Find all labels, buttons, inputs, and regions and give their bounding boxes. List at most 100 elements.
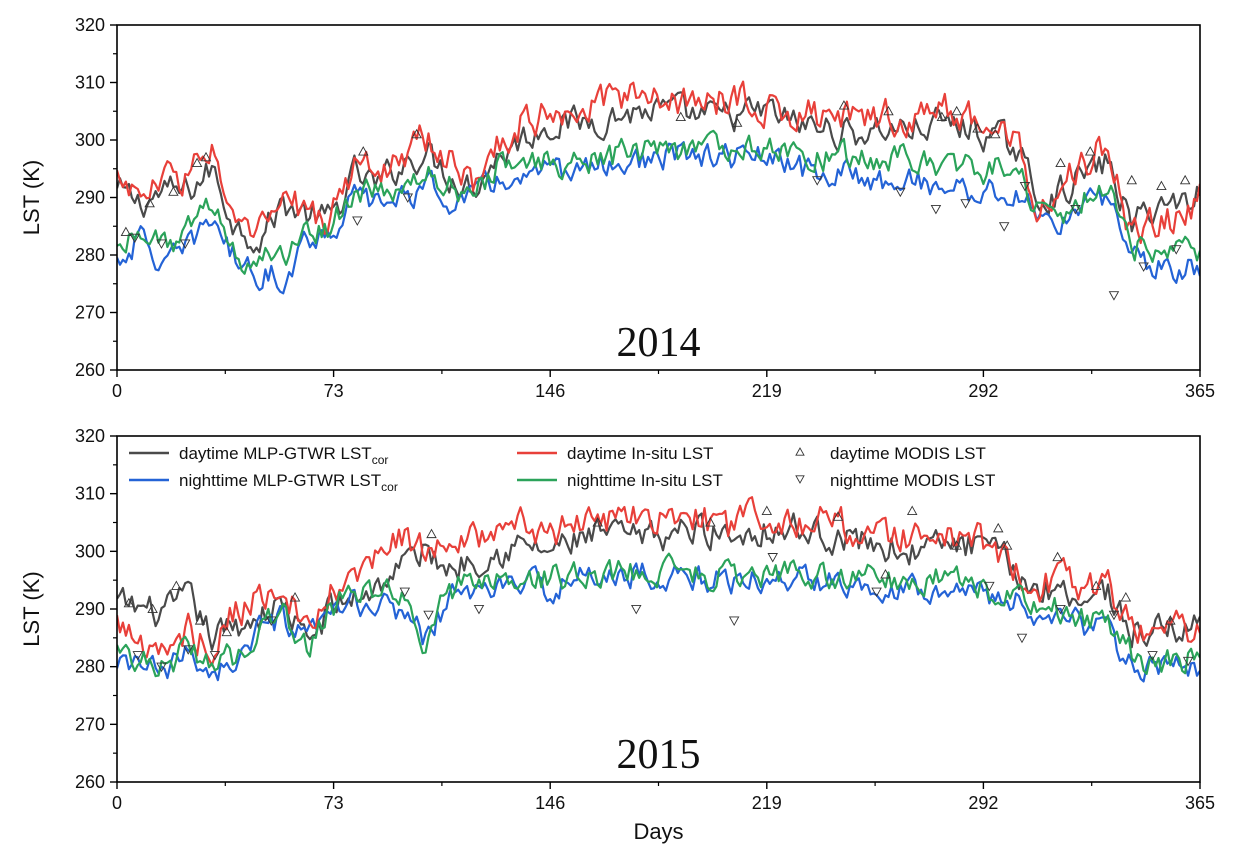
nighttime-modis-marker <box>1055 604 1066 615</box>
y-axis-title: LST (K) <box>19 160 44 235</box>
nighttime-modis-marker <box>132 651 144 661</box>
daytime-modis-marker <box>880 568 891 579</box>
daytime-modis-marker <box>123 597 135 608</box>
legend-label: nighttime MLP-GTWR LSTcor <box>179 471 398 494</box>
daytime-modis-marker <box>1052 551 1063 562</box>
y-tick-label: 290 <box>75 599 105 619</box>
daytime-modis-marker <box>1090 580 1102 590</box>
legend-label: daytime MODIS LST <box>830 444 986 463</box>
x-tick-label: 292 <box>968 793 998 813</box>
x-tick-label: 219 <box>752 381 782 401</box>
daytime-modis-marker <box>1156 180 1167 191</box>
nighttime-modis-marker <box>960 199 971 209</box>
y-axis-title: LST (K) <box>19 571 44 646</box>
daytime-modis-marker <box>358 146 369 156</box>
nighttime-modis-marker <box>129 233 141 244</box>
nighttime-modis-marker <box>1070 204 1081 215</box>
nighttime-modis-marker <box>984 581 995 592</box>
daytime-modis-marker <box>200 151 212 162</box>
daytime-modis-marker <box>1179 174 1191 185</box>
daytime-modis-marker <box>426 528 437 539</box>
daytime-modis-marker <box>990 128 1001 139</box>
nighttime-modis-marker <box>182 645 194 655</box>
nighttime-modis-marker <box>1182 656 1194 667</box>
year-label: 2015 <box>617 732 701 778</box>
daytime-modis-marker <box>972 123 983 133</box>
series-line-nighttime-mlp-gtwr-lstcor <box>117 141 1200 295</box>
y-tick-label: 260 <box>75 360 105 380</box>
panel-2014: 260 270 280 290 300 310 320 0 73 146 219 292 365 LST … <box>19 15 1215 401</box>
nighttime-modis-marker <box>156 662 167 673</box>
legend-swatch <box>795 475 805 484</box>
nighttime-modis-marker <box>352 216 363 226</box>
y-tick-label: 300 <box>75 541 105 561</box>
daytime-modis-marker <box>675 111 687 122</box>
daytime-modis-marker <box>832 511 844 521</box>
nighttime-modis-marker <box>266 616 277 626</box>
nighttime-modis-marker <box>1170 245 1182 255</box>
series-line-daytime-in-situ-lst <box>117 496 1200 667</box>
daytime-modis-marker <box>120 226 132 237</box>
nighttime-modis-marker <box>895 187 906 198</box>
legend-label: daytime MLP-GTWR LSTcor <box>179 444 388 467</box>
nighttime-modis-marker <box>811 176 823 186</box>
legend: daytime MLP-GTWR LSTcor daytime In-situ L… <box>129 444 995 494</box>
y-tick-label: 320 <box>75 426 105 446</box>
daytime-modis-marker <box>1055 157 1066 168</box>
daytime-modis-marker <box>191 157 203 168</box>
nighttime-modis-marker <box>1147 651 1158 661</box>
y-tick-label: 310 <box>75 73 105 93</box>
daytime-modis-marker <box>289 592 301 602</box>
x-tick-label: 73 <box>324 381 344 401</box>
x-axis-title: Days <box>633 819 683 844</box>
x-tick-label: 219 <box>752 793 782 813</box>
daytime-modis-marker <box>147 603 158 614</box>
nighttime-modis-marker <box>1108 610 1120 621</box>
x-tick-label: 0 <box>112 381 122 401</box>
x-tick-label: 146 <box>535 793 565 813</box>
x-tick-label: 365 <box>1185 381 1215 401</box>
nighttime-modis-marker <box>399 587 411 598</box>
y-tick-label: 260 <box>75 772 105 792</box>
daytime-modis-marker <box>906 505 918 516</box>
y-tick-label: 310 <box>75 484 105 504</box>
nighttime-modis-marker <box>1108 291 1120 301</box>
nighttime-modis-marker <box>179 239 191 249</box>
series-line-daytime-mlp-gtwr-lstcor <box>117 91 1200 254</box>
daytime-modis-marker <box>992 522 1004 533</box>
daytime-modis-marker <box>1120 592 1132 602</box>
nighttime-modis-marker <box>473 604 485 615</box>
y-tick-label: 320 <box>75 15 105 35</box>
daytime-modis-marker <box>171 580 182 590</box>
daytime-modis-marker <box>1165 615 1176 625</box>
daytime-modis-marker <box>1001 540 1013 550</box>
x-tick-label: 292 <box>968 381 998 401</box>
nighttime-modis-marker <box>402 193 414 203</box>
y-tick-label: 280 <box>75 657 105 677</box>
year-label: 2014 <box>617 320 701 366</box>
daytime-modis-marker <box>838 100 850 110</box>
daytime-modis-marker <box>761 505 773 516</box>
daytime-modis-marker <box>951 105 962 116</box>
nighttime-modis-marker <box>728 616 740 626</box>
nighttime-modis-marker <box>423 610 434 621</box>
daytime-modis-marker <box>1084 146 1096 156</box>
daytime-modis-marker <box>144 197 155 208</box>
x-tick-label: 365 <box>1185 793 1215 813</box>
daytime-modis-marker <box>731 117 743 127</box>
daytime-modis-marker <box>1126 174 1138 185</box>
legend-label: nighttime MODIS LST <box>830 471 995 490</box>
nighttime-modis-marker <box>156 239 167 249</box>
nighttime-modis-marker <box>871 587 882 598</box>
daytime-modis-marker <box>951 540 962 550</box>
legend-label: nighttime In-situ LST <box>567 471 723 490</box>
daytime-modis-marker <box>221 626 233 637</box>
daytime-modis-marker <box>936 111 948 122</box>
panel-2015: 260 270 280 290 300 310 320 0 73 146 219 292 365 LST … <box>19 426 1215 844</box>
daytime-modis-marker <box>592 517 603 527</box>
nighttime-modis-marker <box>1019 181 1031 192</box>
daytime-modis-marker <box>168 186 179 196</box>
x-tick-label: 73 <box>324 793 344 813</box>
y-tick-label: 300 <box>75 130 105 150</box>
